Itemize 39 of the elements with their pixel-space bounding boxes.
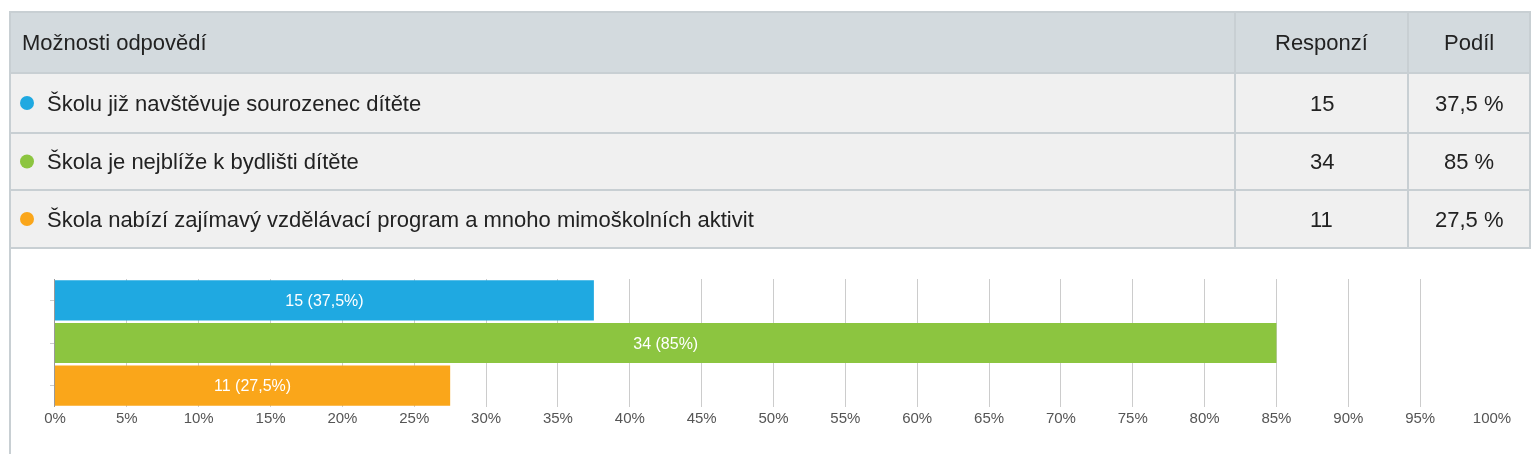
text: Školu již navštěvuje sourozenec dítěte	[47, 91, 422, 116]
x-tick-label: 90%	[1333, 409, 1364, 426]
text: 11	[1310, 207, 1333, 232]
data-label: 15 (37,5%)	[285, 291, 364, 309]
text: 37,5 %	[1435, 91, 1504, 116]
x-tick-label: 55%	[830, 409, 861, 426]
data-label: 11 (27,5%)	[214, 377, 292, 395]
x-tick-label: 60%	[902, 409, 933, 426]
x-tick-label: 95%	[1405, 409, 1436, 426]
x-tick-label: 30%	[471, 409, 502, 426]
text: Škola nabízí zajímavý vzdělávací program a mnoho mimoškolních aktivit	[47, 207, 754, 232]
x-tick-label: 40%	[614, 409, 645, 426]
bar	[55, 322, 1277, 364]
x-tick-label: 70%	[1045, 409, 1076, 426]
text: 34	[1310, 149, 1335, 174]
x-tick-label: 100%	[1472, 409, 1512, 426]
x-tick-label: 0%	[44, 409, 66, 426]
text: 27,5 %	[1435, 207, 1504, 232]
bar	[55, 365, 451, 406]
x-tick-label: 20%	[327, 409, 358, 426]
text: Možnosti odpovědí	[22, 30, 207, 55]
text: Škola je nejblíže k bydlišti dítěte	[47, 149, 359, 174]
x-tick-label: 15%	[255, 409, 286, 426]
x-tick-label: 25%	[399, 409, 430, 426]
x-tick-label: 35%	[542, 409, 573, 426]
text: 85 %	[1444, 149, 1495, 174]
text: Responzí	[1275, 30, 1368, 55]
x-tick-label: 5%	[116, 409, 138, 426]
data-label: 34 (85%)	[633, 334, 699, 352]
x-tick-label: 10%	[183, 409, 214, 426]
x-tick-label: 85%	[1261, 409, 1292, 426]
text: 15	[1310, 91, 1335, 116]
text: Podíl	[1444, 30, 1495, 55]
x-tick-label: 80%	[1189, 409, 1220, 426]
bar	[55, 280, 594, 321]
x-tick-label: 45%	[686, 409, 717, 426]
x-tick-label: 65%	[974, 409, 1005, 426]
x-tick-label: 75%	[1117, 409, 1148, 426]
x-tick-label: 50%	[758, 409, 789, 426]
